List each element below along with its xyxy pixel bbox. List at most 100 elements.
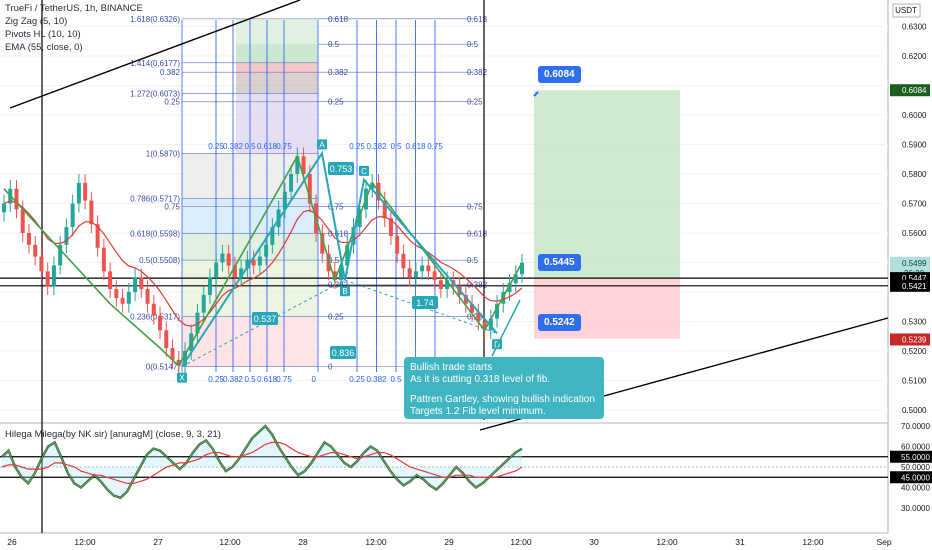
candle-body — [151, 303, 156, 316]
candle-body — [407, 268, 412, 278]
fib-band — [236, 72, 318, 94]
candle-body — [395, 235, 400, 254]
price-tick: 0.5000 — [902, 406, 927, 415]
candle-body — [520, 262, 524, 275]
candle-body — [26, 233, 31, 245]
fib-label-right: 0.618 — [467, 230, 488, 239]
fib-label-mid: 0.382 — [328, 68, 349, 77]
fib-label-mid: 0.5 — [328, 256, 340, 265]
candle-body — [264, 244, 269, 257]
candle-body — [413, 271, 418, 278]
fib-label-mid: 0.618 — [328, 230, 349, 239]
candle-body — [401, 253, 406, 269]
osc-fast-line — [1, 425, 523, 499]
indicator-overlays — [3, 154, 523, 367]
currency-label: USDT — [895, 6, 917, 15]
price-grid — [0, 0, 889, 534]
pattern-point-label: B — [342, 287, 347, 296]
fib-label-right: 0.5 — [467, 40, 479, 49]
level-tag-1: 0.5447 — [902, 274, 927, 283]
note-line-1: Bullish trade starts — [410, 362, 493, 373]
stop-axis-tag: 0.5239 — [902, 335, 927, 344]
legend-ema[interactable]: EMA (55, close, 0) — [5, 42, 83, 53]
ratio-label: 1.74 — [416, 298, 434, 308]
pattern-point-label: C — [361, 167, 367, 176]
level-tag-2: 0.5421 — [902, 282, 927, 291]
note-pointer — [491, 299, 521, 357]
target-pointer — [533, 91, 539, 97]
candle-body — [120, 297, 125, 304]
candle-body — [58, 244, 63, 266]
time-tick: 27 — [153, 537, 163, 547]
fib-time-label: 0.5 — [390, 375, 402, 384]
trade-zones — [534, 90, 680, 339]
candle-body — [114, 289, 119, 298]
legend-symbol[interactable]: TrueFi / TetherUS, 1h, BINANCE — [5, 3, 143, 14]
fib-label: 0.75 — [164, 202, 180, 211]
candle-body — [145, 289, 150, 304]
fib-label-mid: 0.382 — [328, 281, 349, 290]
candle-body — [295, 156, 300, 174]
candle-body — [382, 200, 387, 219]
candle-body — [307, 174, 312, 204]
target-axis-tag: 0.6084 — [902, 86, 927, 95]
candle-body — [220, 253, 225, 263]
candle-body — [463, 294, 468, 304]
osc-slow-line — [1, 441, 523, 484]
candle-body — [108, 271, 113, 290]
time-tick: 12:00 — [74, 537, 96, 547]
fib-label: 0.786(0.5717) — [130, 194, 180, 203]
candles — [2, 147, 524, 375]
candle-body — [345, 244, 350, 266]
candle-body — [182, 351, 187, 366]
pattern-point-label: X — [179, 374, 185, 383]
trend-lines — [0, 0, 889, 533]
time-tick: 12:00 — [365, 537, 387, 547]
candle-body — [326, 253, 331, 272]
pattern-point-label: A — [319, 140, 325, 149]
candle-body — [139, 277, 144, 290]
price-tick: 0.5300 — [902, 318, 927, 327]
candle-body — [257, 256, 262, 266]
candle-body — [45, 271, 50, 287]
fib-label-mid: 0.618 — [328, 15, 349, 24]
candle-body — [207, 277, 212, 295]
legend-zigzag[interactable]: Zig Zag (5, 10) — [5, 16, 68, 27]
ratio-label: 0.537 — [254, 314, 277, 324]
ratio-box — [328, 162, 354, 175]
note-line-2: As it is cutting 0.318 level of fib. — [410, 373, 551, 385]
fib-label: 1.618(0.6326) — [130, 15, 180, 24]
time-tick: 30 — [589, 537, 599, 547]
fib-label-right: 0.382 — [467, 281, 488, 290]
candle-body — [164, 330, 169, 349]
fib-label: 0.618(0.5598) — [130, 230, 180, 239]
entry-label: 0.5445 — [538, 254, 581, 271]
price-tick: 0.5100 — [902, 377, 927, 386]
ema-line — [3, 200, 523, 327]
candle-body — [270, 227, 275, 245]
osc-tick: 45.0000 — [901, 473, 930, 482]
candle-body — [482, 321, 487, 331]
candle-body — [64, 227, 69, 245]
fib-band — [236, 93, 318, 154]
time-tick: 12:00 — [219, 537, 241, 547]
candle-body — [282, 191, 287, 210]
legend-pivots[interactable]: Pivots HL (10, 10) — [5, 29, 81, 40]
candle-body — [470, 303, 475, 313]
candle-body — [33, 244, 38, 257]
oscillator-legend[interactable]: Hilega Milega(by NK sir) [anuragM] (clos… — [5, 429, 221, 440]
fib-time-label: 0.75 — [276, 375, 292, 384]
candle-body — [513, 274, 518, 284]
oscillator-pane — [0, 424, 888, 500]
target-label: 0.6084 — [538, 66, 581, 83]
pattern-point-box — [317, 139, 327, 150]
ratio-label: 0.753 — [330, 164, 353, 174]
time-tick: 12:00 — [510, 537, 532, 547]
fib-label-right: 0.618 — [467, 15, 488, 24]
current-price-tag: 0.5499 — [902, 259, 927, 268]
osc-tick: 55.0000 — [901, 453, 930, 462]
price-tick: 0.5900 — [902, 141, 927, 150]
candle-body — [126, 292, 131, 304]
